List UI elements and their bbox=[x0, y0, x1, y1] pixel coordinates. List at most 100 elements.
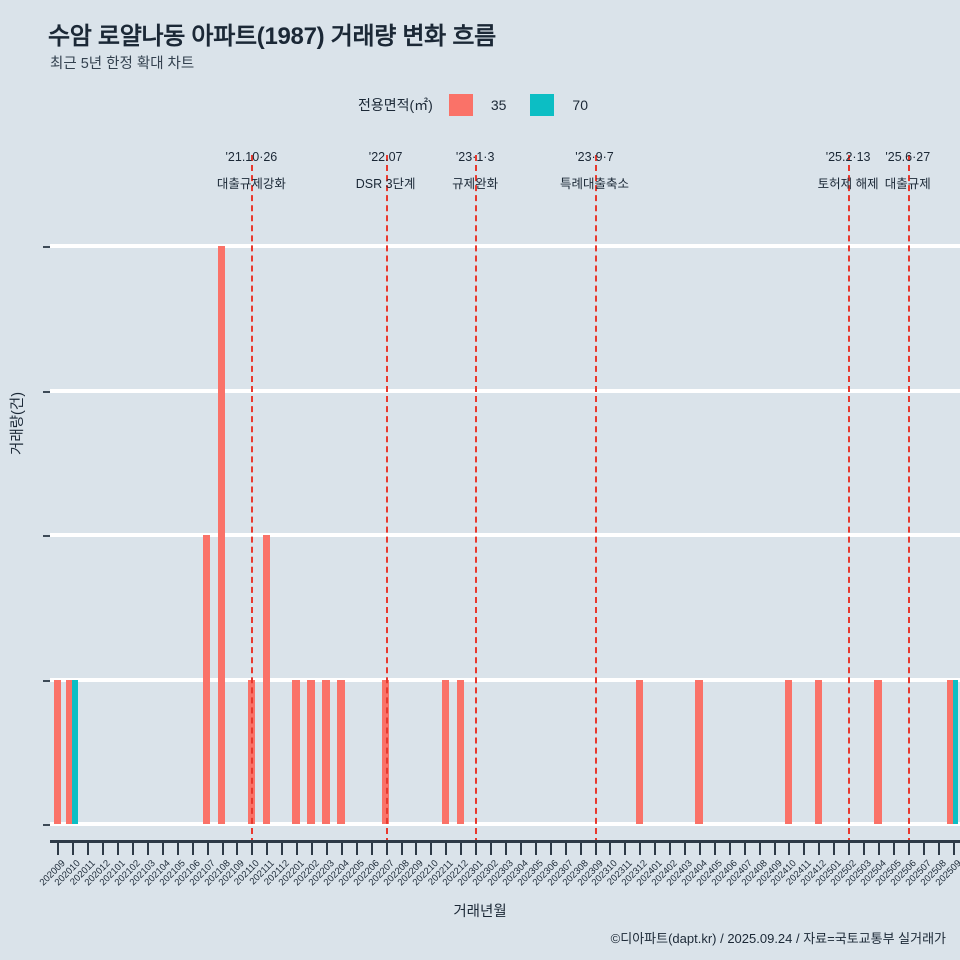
legend-label-35: 35 bbox=[490, 97, 507, 113]
x-tick-mark bbox=[445, 843, 448, 855]
y-tick-mark bbox=[43, 390, 50, 393]
x-tick-mark bbox=[72, 843, 75, 855]
bar[interactable] bbox=[441, 679, 450, 824]
event-line bbox=[475, 155, 478, 844]
x-tick-mark bbox=[490, 843, 493, 855]
legend-label-70: 70 bbox=[572, 97, 588, 113]
x-tick-mark bbox=[505, 843, 507, 855]
chart-subtitle: 최근 5년 한정 확대 차트 bbox=[50, 56, 195, 72]
bar[interactable] bbox=[322, 679, 330, 824]
x-tick-mark bbox=[102, 843, 105, 855]
x-tick-mark bbox=[564, 843, 567, 855]
legend-swatch-35 bbox=[448, 94, 473, 116]
x-tick-mark bbox=[758, 843, 761, 855]
x-tick-mark bbox=[460, 843, 463, 855]
gridline bbox=[50, 388, 960, 393]
x-tick-mark bbox=[340, 843, 343, 855]
x-tick-mark bbox=[594, 843, 597, 855]
x-tick-mark bbox=[385, 843, 388, 855]
gridline bbox=[50, 677, 960, 682]
x-tick-mark bbox=[251, 843, 254, 855]
gridline bbox=[50, 533, 960, 538]
x-tick-mark bbox=[877, 843, 880, 855]
bar[interactable] bbox=[814, 679, 822, 824]
x-tick-mark bbox=[161, 843, 164, 855]
event-name-label: 특례대출축소 bbox=[559, 177, 630, 191]
x-tick-mark bbox=[773, 843, 776, 855]
x-tick-mark bbox=[698, 843, 701, 855]
legend-swatch-70 bbox=[530, 94, 555, 116]
chart-footer: ©디아파트(dapt.kr) / 2025.09.24 / 자료=국토교통부 실… bbox=[610, 931, 946, 946]
x-tick-mark bbox=[818, 843, 821, 855]
x-tick-mark bbox=[370, 843, 373, 855]
x-tick-mark bbox=[713, 843, 716, 855]
event-date-label: '25.2·13 bbox=[825, 150, 871, 164]
bar[interactable] bbox=[784, 679, 793, 824]
x-tick-mark bbox=[176, 843, 179, 855]
x-tick-mark bbox=[325, 843, 328, 855]
y-tick-mark bbox=[43, 824, 50, 826]
bar[interactable] bbox=[247, 679, 256, 824]
y-tick-mark bbox=[43, 679, 50, 682]
bar[interactable] bbox=[53, 679, 62, 824]
x-tick-mark bbox=[952, 843, 955, 855]
event-name-label: 대출규제 bbox=[884, 177, 931, 191]
bar[interactable] bbox=[337, 679, 345, 824]
x-tick-mark bbox=[206, 843, 209, 855]
x-tick-mark bbox=[57, 843, 60, 855]
x-tick-mark bbox=[788, 843, 791, 855]
x-tick-mark bbox=[639, 843, 642, 855]
x-tick-mark bbox=[296, 843, 299, 855]
bar[interactable] bbox=[946, 679, 953, 824]
event-name-label: 대출규제강화 bbox=[216, 177, 286, 191]
x-tick-mark bbox=[863, 843, 866, 855]
event-date-label: '23·9·7 bbox=[575, 150, 614, 164]
bar[interactable] bbox=[456, 679, 464, 824]
x-tick-mark bbox=[281, 843, 284, 855]
legend-title: 전용면적(㎡) bbox=[357, 97, 433, 113]
x-tick-mark bbox=[669, 843, 672, 855]
bar[interactable] bbox=[217, 246, 226, 824]
chart-legend: 전용면적(㎡) 35 70 bbox=[0, 94, 960, 116]
bar[interactable] bbox=[381, 679, 390, 824]
event-date-label: '21.10·26 bbox=[225, 150, 278, 164]
x-tick-mark bbox=[549, 843, 552, 855]
x-tick-mark bbox=[355, 843, 358, 855]
event-name-label: DSR 3단계 bbox=[355, 177, 416, 191]
x-tick-mark bbox=[191, 843, 194, 855]
x-tick-mark bbox=[803, 843, 806, 855]
x-tick-mark bbox=[266, 843, 269, 855]
x-tick-mark bbox=[132, 843, 135, 855]
y-tick-mark bbox=[43, 246, 50, 249]
bar[interactable] bbox=[202, 535, 211, 824]
x-tick-mark bbox=[892, 843, 895, 855]
x-axis-title: 거래년월 bbox=[453, 904, 507, 920]
bar[interactable] bbox=[874, 679, 882, 824]
event-name-label: 규제완화 bbox=[452, 177, 499, 191]
x-tick-mark bbox=[848, 843, 851, 855]
x-tick-mark bbox=[311, 843, 314, 855]
bar[interactable] bbox=[292, 679, 300, 824]
bar[interactable] bbox=[307, 679, 315, 824]
event-line bbox=[907, 155, 910, 844]
bar[interactable] bbox=[72, 679, 79, 824]
gridline bbox=[50, 244, 960, 249]
x-tick-mark bbox=[221, 843, 224, 855]
x-tick-mark bbox=[400, 843, 403, 855]
x-tick-mark bbox=[937, 843, 940, 855]
bar[interactable] bbox=[635, 679, 643, 824]
x-tick-mark bbox=[833, 843, 836, 855]
bar[interactable] bbox=[952, 679, 959, 824]
x-tick-mark bbox=[579, 843, 582, 855]
event-line bbox=[594, 155, 597, 844]
bar[interactable] bbox=[695, 679, 703, 824]
x-tick-mark bbox=[519, 843, 522, 855]
x-tick-mark bbox=[534, 843, 537, 855]
x-tick-mark bbox=[87, 843, 90, 855]
x-axis-line bbox=[50, 840, 960, 843]
bar[interactable] bbox=[262, 535, 270, 824]
bar[interactable] bbox=[66, 679, 73, 824]
x-tick-mark bbox=[743, 843, 746, 855]
